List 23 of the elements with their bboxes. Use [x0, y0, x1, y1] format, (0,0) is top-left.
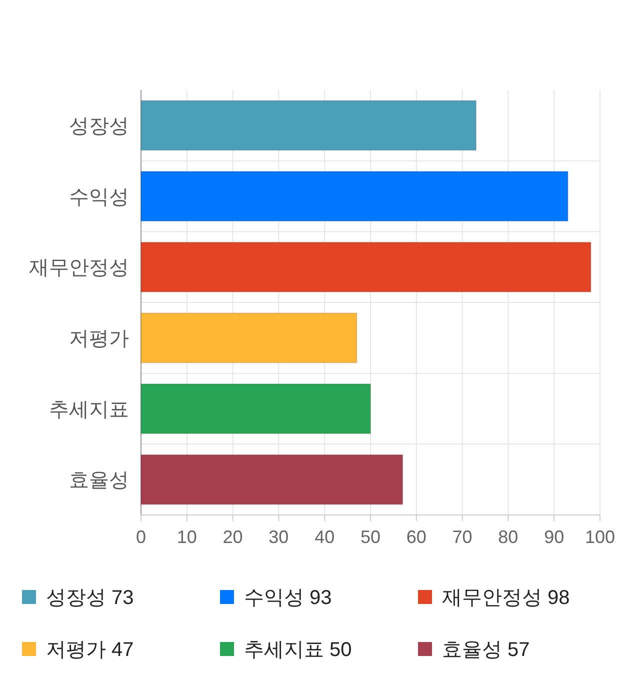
y-tick-label: 추세지표: [49, 398, 129, 421]
x-tick-label: 10: [176, 527, 197, 547]
x-tick-label: 60: [406, 527, 426, 547]
x-tick-label: 30: [268, 527, 289, 547]
y-tick-label: 저평가: [69, 328, 129, 350]
x-tick-label: 50: [360, 527, 381, 547]
legend-label: 재무안정성 98: [442, 587, 570, 609]
x-tick-label: 80: [498, 527, 518, 547]
legend-label: 수익성 93: [244, 587, 332, 609]
legend-label: 성장성 73: [46, 587, 134, 609]
x-tick-label: 40: [314, 527, 335, 547]
legend-label: 추세지표 50: [244, 639, 352, 661]
y-tick-label: 재무안정성: [29, 257, 129, 280]
y-tick-label: 효율성: [69, 470, 129, 492]
x-tick-label: 20: [222, 527, 243, 547]
x-tick-label: 70: [452, 527, 472, 547]
y-tick-label: 성장성: [69, 115, 129, 138]
y-tick-label: 수익성: [69, 186, 129, 208]
legend-label: 효율성 57: [442, 639, 530, 661]
x-tick-label: 100: [584, 527, 616, 547]
legend-label: 저평가 47: [46, 639, 134, 661]
x-tick-label: 90: [544, 527, 564, 547]
x-tick-label: 0: [136, 527, 146, 547]
